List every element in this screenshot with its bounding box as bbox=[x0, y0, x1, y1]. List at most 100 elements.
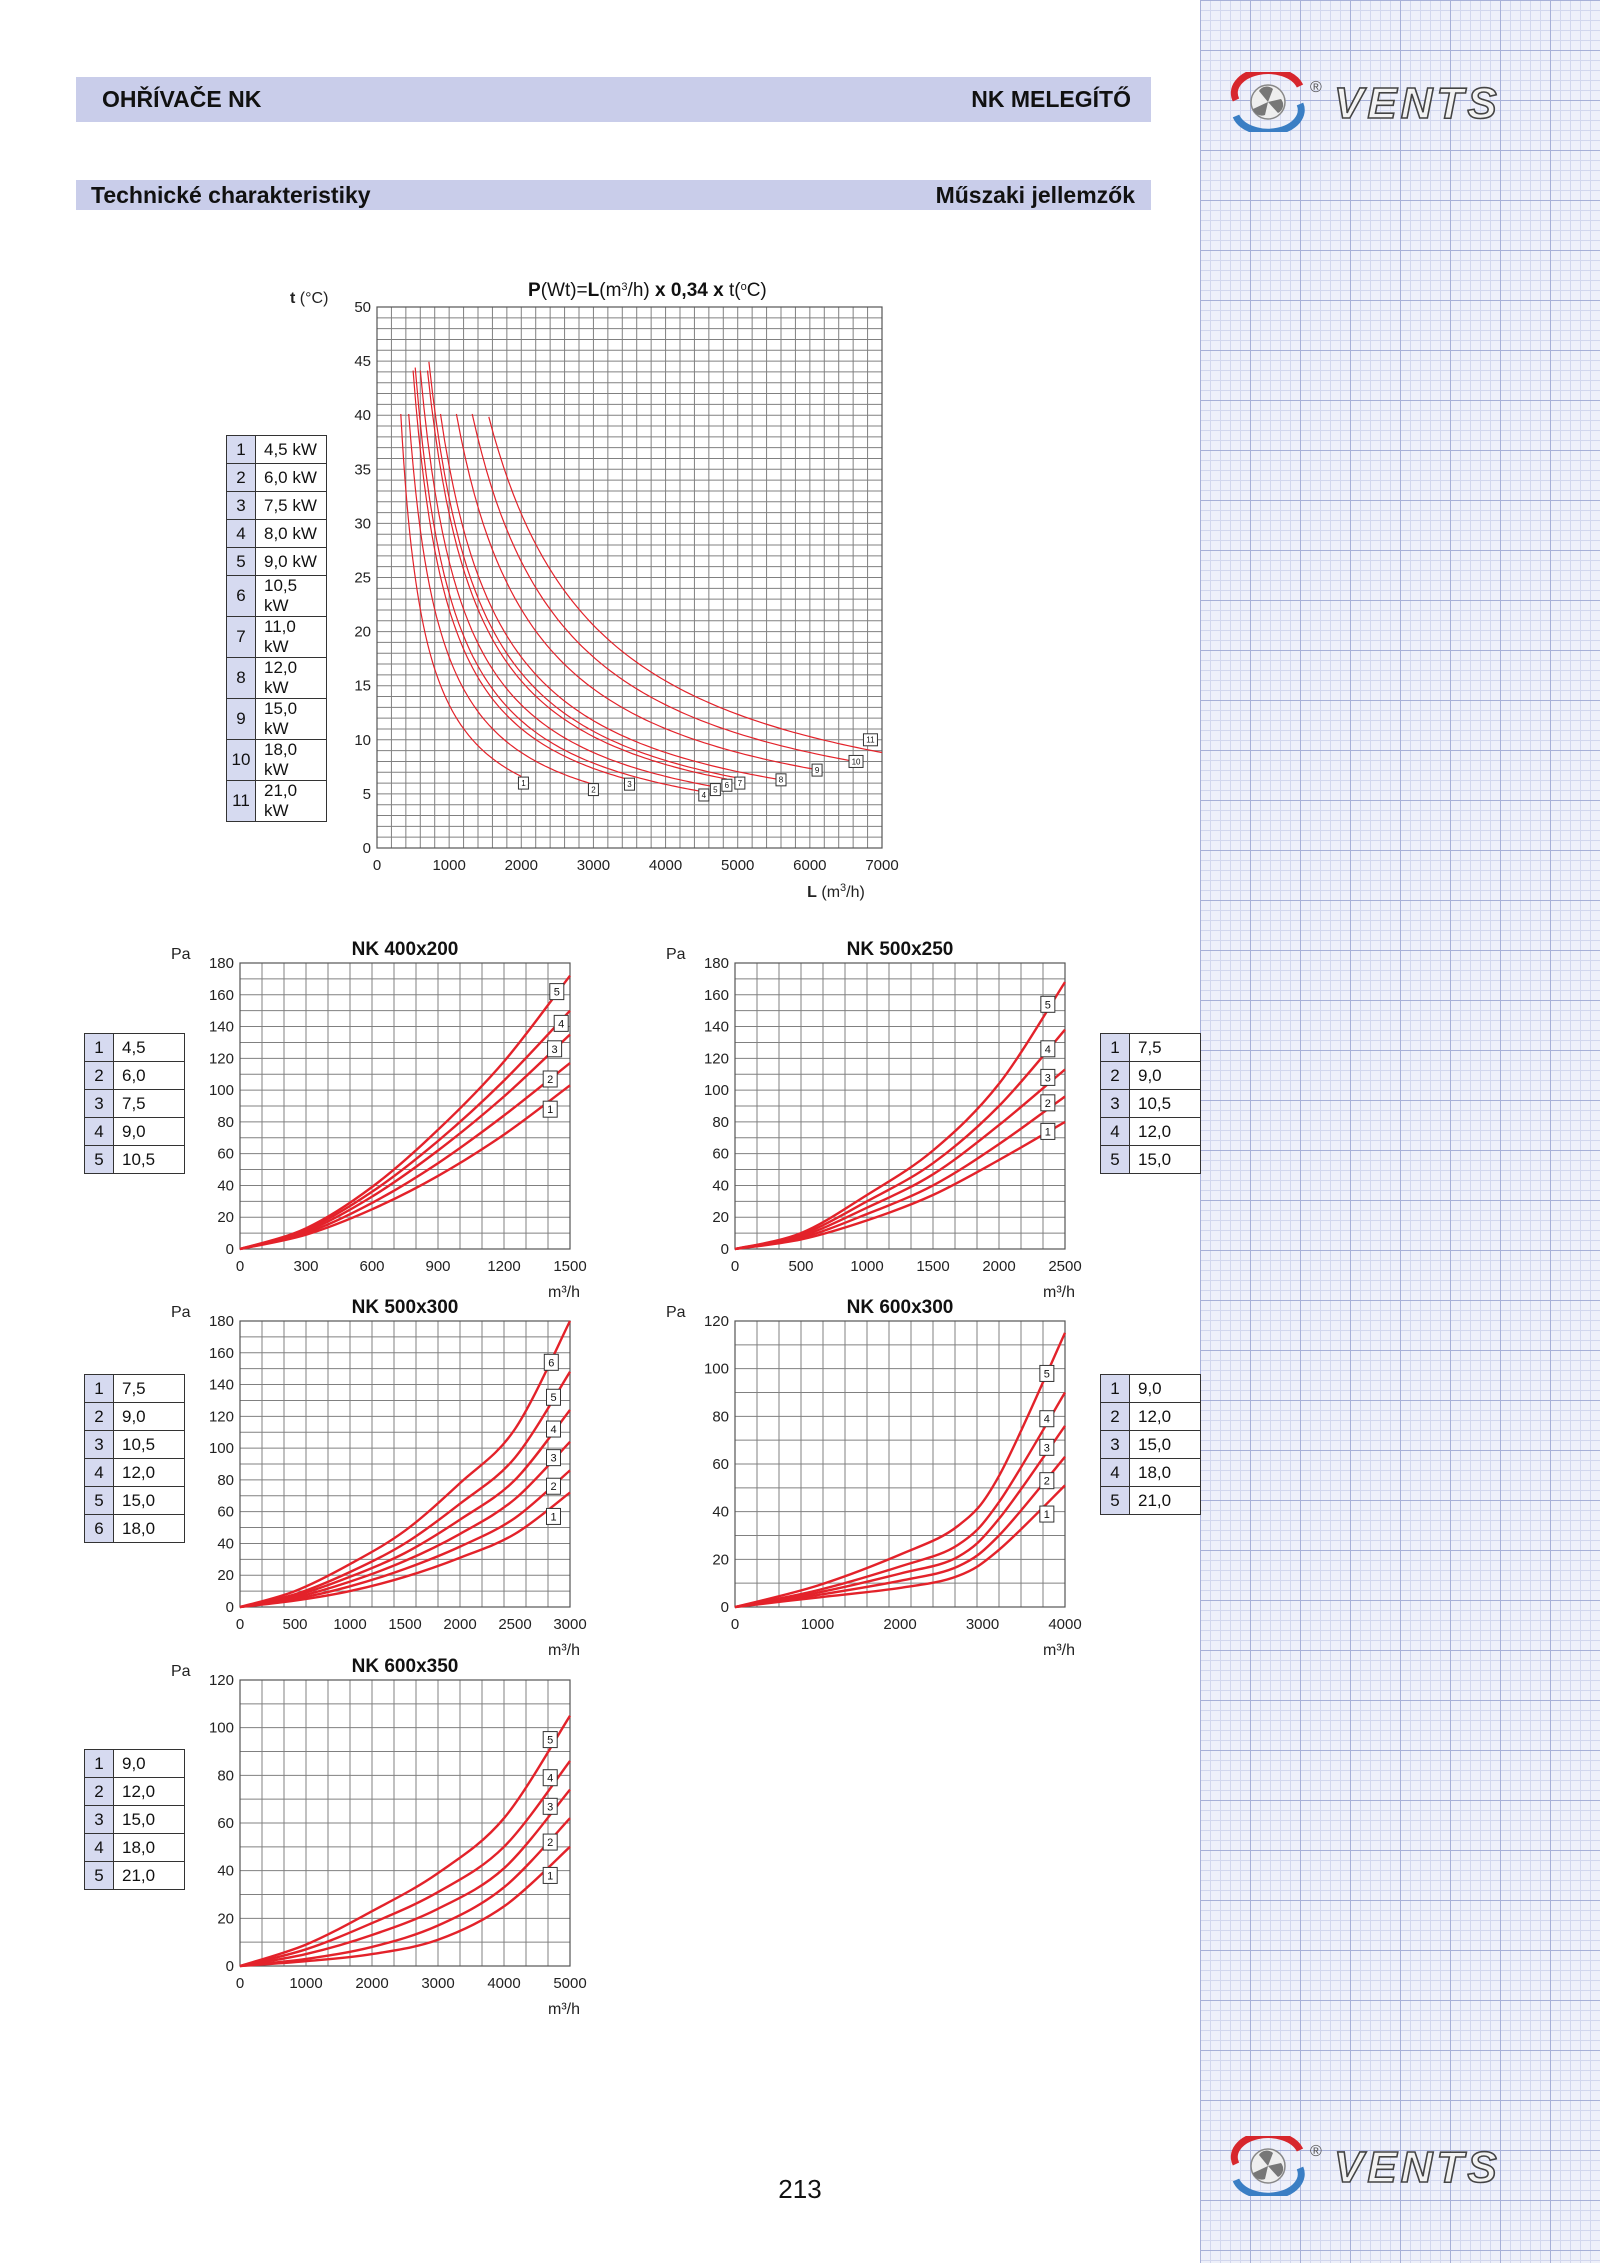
legend-value: 18,0 bbox=[113, 1514, 185, 1543]
series-line bbox=[239, 1760, 571, 1968]
legend-row: 3 7,5 kW bbox=[226, 491, 327, 520]
x-tick-label: 300 bbox=[293, 1258, 318, 1275]
x-axis-label: m³/h bbox=[548, 1284, 580, 1301]
legend-value: 15,0 bbox=[113, 1486, 185, 1515]
series-line bbox=[734, 1068, 1066, 1251]
legend-row: 2 9,0 bbox=[1100, 1061, 1201, 1090]
series-marker-label: 4 bbox=[1045, 1044, 1051, 1056]
y-tick-label: 180 bbox=[209, 1313, 234, 1330]
series-marker: 2 bbox=[587, 783, 599, 797]
series-line bbox=[734, 981, 1067, 1251]
legend-row: 1 4,5 bbox=[84, 1033, 185, 1062]
series-marker: 2 bbox=[1040, 1094, 1056, 1112]
legend-row: 1 4,5 kW bbox=[226, 435, 327, 464]
legend-row: 1 7,5 bbox=[1100, 1033, 1201, 1062]
series-line bbox=[471, 413, 854, 762]
x-tick-label: 0 bbox=[236, 1975, 244, 1992]
series-marker-label: 3 bbox=[1045, 1072, 1051, 1084]
series-marker: 1 bbox=[546, 1507, 561, 1525]
legend-row: 1 9,0 bbox=[1100, 1374, 1201, 1403]
y-tick-label: 140 bbox=[704, 1019, 729, 1036]
legend-number: 3 bbox=[84, 1805, 114, 1834]
x-tick-label: 6000 bbox=[793, 857, 826, 874]
legend-number: 2 bbox=[226, 463, 256, 492]
x-axis-label: m³/h bbox=[548, 1642, 580, 1659]
series-line bbox=[239, 1033, 571, 1251]
legend-value: 7,5 kW bbox=[255, 491, 327, 520]
series-line bbox=[239, 1491, 571, 1609]
y-tick-label: 120 bbox=[704, 1313, 729, 1330]
legend-number: 10 bbox=[226, 739, 256, 781]
registered-mark: ® bbox=[1310, 79, 1322, 96]
series-line bbox=[239, 1084, 571, 1251]
x-tick-label: 2000 bbox=[883, 1616, 916, 1633]
series-line bbox=[734, 1028, 1066, 1251]
legend-number: 5 bbox=[226, 547, 256, 576]
x-tick-label: 4000 bbox=[649, 857, 682, 874]
series-marker-label: 2 bbox=[547, 1074, 553, 1086]
y-axis-label: Pa bbox=[171, 1304, 191, 1321]
legend-row: 5 10,5 bbox=[84, 1145, 185, 1174]
chart-nk-500x300: 0 500 1000 1500 2000 2500 3000 0 20 40 60 80 100 120 1… bbox=[171, 1297, 587, 1659]
x-axis-label: m³/h bbox=[1043, 1642, 1075, 1659]
y-tick-label: 160 bbox=[209, 987, 234, 1004]
legend-row: 8 12,0 kW bbox=[226, 657, 327, 699]
legend-value: 10,5 bbox=[113, 1145, 185, 1174]
series-marker: 5 bbox=[1040, 995, 1056, 1013]
legend-value: 9,0 bbox=[1129, 1061, 1201, 1090]
series-marker-label: 6 bbox=[548, 1357, 554, 1369]
series-marker-label: 1 bbox=[550, 1511, 556, 1523]
series-line bbox=[239, 974, 571, 1251]
x-tick-label: 500 bbox=[282, 1616, 307, 1633]
legend-value: 12,0 bbox=[1129, 1117, 1201, 1146]
chart-temperature-airflow: P(Wt)=L(m3/h) x 0,34 x t(oC) t (°C) L (m… bbox=[290, 280, 899, 901]
legend-row: 5 21,0 bbox=[84, 1861, 185, 1890]
x-tick-label: 2000 bbox=[982, 1258, 1015, 1275]
legend-row: 3 10,5 bbox=[1100, 1089, 1201, 1118]
x-tick-label: 1000 bbox=[850, 1258, 883, 1275]
series-line bbox=[239, 1845, 571, 1968]
legend-row: 1 7,5 bbox=[84, 1374, 185, 1403]
series-marker-label: 5 bbox=[550, 1392, 556, 1404]
plot-frame bbox=[734, 962, 1066, 1250]
series-line bbox=[488, 416, 883, 754]
y-tick-label: 140 bbox=[209, 1377, 234, 1394]
y-tick-label: 80 bbox=[217, 1472, 234, 1489]
legend-value: 6,0 bbox=[113, 1061, 185, 1090]
legend-row: 6 10,5 kW bbox=[226, 575, 327, 617]
series-line bbox=[239, 1469, 571, 1609]
x-tick-label: 3000 bbox=[553, 1616, 586, 1633]
y-tick-label: 120 bbox=[704, 1050, 729, 1067]
y-tick-label: 0 bbox=[363, 840, 371, 857]
legend-value: 7,5 bbox=[113, 1374, 185, 1403]
legend-row: 9 15,0 kW bbox=[226, 698, 327, 740]
y-tick-label: 40 bbox=[217, 1863, 234, 1880]
legend-row: 5 15,0 bbox=[1100, 1145, 1201, 1174]
series-marker-label: 7 bbox=[738, 779, 743, 788]
legend-value: 7,5 bbox=[113, 1089, 185, 1118]
legend-row: 6 18,0 bbox=[84, 1514, 185, 1543]
series-line bbox=[734, 1484, 1066, 1609]
series-marker-label: 2 bbox=[550, 1481, 556, 1493]
legend-value: 15,0 bbox=[113, 1805, 185, 1834]
y-axis-label: Pa bbox=[666, 1304, 686, 1321]
legend-value: 21,0 kW bbox=[255, 780, 327, 822]
x-tick-label: 3000 bbox=[966, 1616, 999, 1633]
chart-title: NK 600x300 bbox=[847, 1297, 954, 1318]
legend-row: 4 12,0 bbox=[84, 1458, 185, 1487]
vents-logo-bottom: ® VENTS bbox=[1228, 2131, 1568, 2200]
series-line bbox=[734, 1120, 1066, 1251]
series-line bbox=[734, 1332, 1067, 1609]
series-marker-label: 5 bbox=[1045, 999, 1051, 1011]
brand-text: VENTS bbox=[1334, 79, 1501, 128]
series-marker: 4 bbox=[698, 788, 710, 802]
series-line bbox=[400, 413, 522, 777]
legend-row: 4 9,0 bbox=[84, 1117, 185, 1146]
legend-value: 12,0 bbox=[1129, 1402, 1201, 1431]
section-header: OHŘÍVAČE NK NK MELEGÍTŐ bbox=[76, 77, 1151, 122]
legend-number: 1 bbox=[84, 1374, 114, 1403]
series-marker-label: 1 bbox=[1044, 1509, 1050, 1521]
series-marker-label: 1 bbox=[547, 1104, 553, 1116]
series-marker-label: 3 bbox=[1044, 1442, 1050, 1454]
series-marker: 3 bbox=[624, 777, 635, 791]
